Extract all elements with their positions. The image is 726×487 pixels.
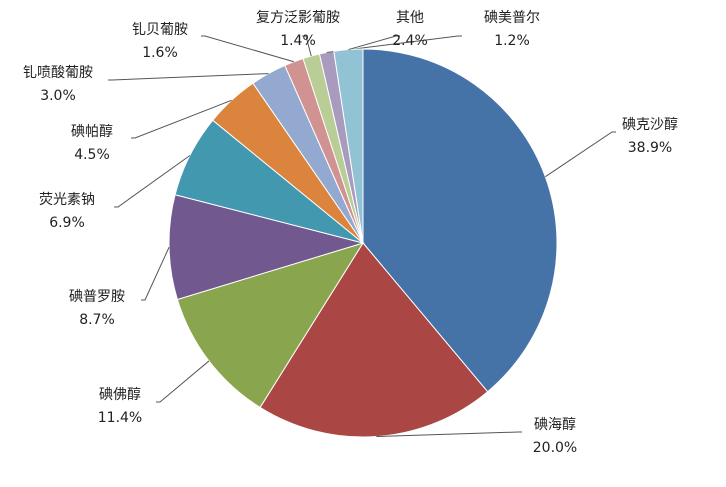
leader-line (114, 155, 191, 208)
leader-line (348, 35, 400, 51)
slice-label: 碘佛醇 (99, 386, 141, 403)
leader-line (376, 431, 522, 438)
value-label: 38.9% (628, 140, 672, 156)
pie-slice (333, 48, 364, 244)
slice-label: 钆喷酸葡胺 (23, 65, 93, 81)
slice-label: 钆贝葡胺 (132, 22, 188, 38)
slice-label: 复方泛影葡胺 (256, 9, 340, 26)
pie-slice (168, 194, 365, 301)
value-label: 8.7% (79, 312, 115, 328)
slice-label: 荧光素钠 (39, 191, 95, 208)
slice-label: 其他 (396, 10, 424, 26)
value-label: 11.4% (98, 410, 142, 426)
value-label: 1.6% (142, 45, 178, 61)
slice-label: 碘美普尔 (484, 10, 540, 26)
leader-line (201, 35, 294, 63)
leader-line (545, 131, 616, 178)
slice-label: 碘海醇 (534, 416, 576, 433)
value-label: 20.0% (533, 440, 577, 456)
value-label: 4.5% (74, 147, 110, 163)
pie-slice (362, 48, 558, 393)
slice-label: 碘帕醇 (71, 123, 113, 140)
value-label: 2.4% (392, 33, 428, 49)
leader-line (141, 247, 170, 301)
slice-label: 碘普罗胺 (69, 289, 125, 305)
value-label: 1.2% (494, 33, 530, 49)
value-label: 1.4% (280, 33, 316, 49)
leader-line (156, 360, 210, 403)
value-label: 6.9% (49, 215, 85, 231)
value-label: 3.0% (40, 88, 76, 104)
leader-line (302, 35, 312, 57)
leader-line (131, 99, 232, 139)
leader-line (108, 73, 269, 81)
slice-label: 碘克沙醇 (622, 116, 678, 133)
leader-line (326, 35, 462, 53)
